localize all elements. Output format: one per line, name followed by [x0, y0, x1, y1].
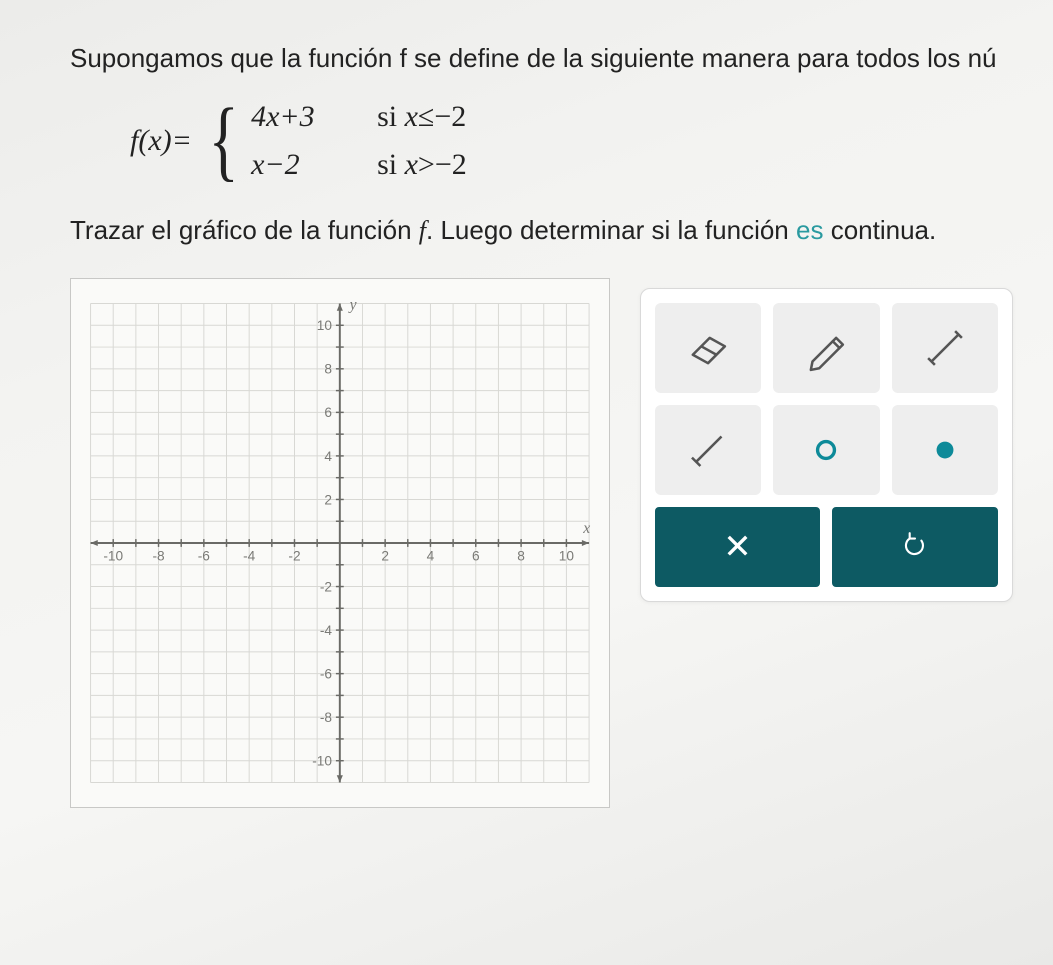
eraser-tool[interactable] — [655, 303, 761, 393]
case1-cond-pre: si — [377, 100, 405, 133]
svg-text:6: 6 — [324, 405, 332, 420]
svg-text:-8: -8 — [320, 710, 333, 725]
formula-case-1: 4x+3 si x≤−2 — [251, 100, 467, 134]
piecewise-formula: f(x)= { 4x+3 si x≤−2 x−2 si x>−2 — [130, 100, 1013, 182]
coordinate-plane[interactable]: -10 -8 -6 -4 -2 2 4 6 8 10 10 8 6 4 2 -2 -4 -6 -8 -10 x y — [70, 278, 610, 808]
case1-cond-var: x — [405, 100, 418, 133]
drawing-toolbox: ✕ — [640, 288, 1013, 602]
svg-text:-8: -8 — [152, 548, 165, 563]
eraser-icon — [681, 321, 735, 375]
svg-text:2: 2 — [381, 548, 389, 563]
instruction-part3: continua. — [823, 215, 936, 245]
svg-text:-4: -4 — [320, 623, 333, 638]
formula-lhs: f(x)= — [130, 124, 192, 158]
svg-text:-2: -2 — [288, 548, 300, 563]
prompt-text: Supongamos que la función f se define de… — [70, 40, 1013, 76]
case2-cond-var: x — [405, 148, 418, 181]
svg-text:8: 8 — [517, 548, 525, 563]
svg-text:-2: -2 — [320, 579, 332, 594]
svg-text:-6: -6 — [320, 666, 332, 681]
svg-text:10: 10 — [559, 548, 575, 563]
pencil-icon — [799, 321, 853, 375]
instruction-part2: . Luego determinar si la función — [426, 215, 796, 245]
clear-button[interactable]: ✕ — [655, 507, 821, 587]
formula-brace: { — [208, 103, 238, 180]
svg-text:x: x — [582, 520, 590, 537]
segment-closed-icon — [918, 321, 972, 375]
case1-cond: si x≤−2 — [377, 100, 466, 134]
svg-text:10: 10 — [317, 318, 333, 333]
closed-circle-icon — [918, 423, 972, 477]
pencil-tool[interactable] — [773, 303, 879, 393]
svg-text:8: 8 — [324, 361, 332, 376]
x-icon: ✕ — [723, 527, 752, 567]
graph-svg: -10 -8 -6 -4 -2 2 4 6 8 10 10 8 6 4 2 -2 -4 -6 -8 -10 x y — [71, 279, 609, 807]
undo-button[interactable] — [832, 507, 998, 587]
instruction-fn: f — [419, 216, 426, 245]
case1-cond-rel: ≤−2 — [418, 100, 466, 133]
instruction-hilite: es — [796, 215, 823, 245]
case1-expr: 4x+3 — [251, 100, 371, 134]
instruction-part1: Trazar el gráfico de la función — [70, 215, 419, 245]
case2-cond-rel: >−2 — [418, 148, 467, 181]
segment-closed-tool[interactable] — [892, 303, 998, 393]
open-circle-icon — [799, 423, 853, 477]
formula-case-2: x−2 si x>−2 — [251, 148, 467, 182]
svg-text:4: 4 — [324, 449, 332, 464]
ray-icon — [681, 423, 735, 477]
ray-tool[interactable] — [655, 405, 761, 495]
svg-text:-6: -6 — [198, 548, 210, 563]
undo-icon — [898, 530, 932, 564]
svg-text:y: y — [348, 296, 357, 313]
open-point-tool[interactable] — [773, 405, 879, 495]
closed-point-tool[interactable] — [892, 405, 998, 495]
svg-text:-4: -4 — [243, 548, 256, 563]
case2-cond: si x>−2 — [377, 148, 467, 182]
svg-text:4: 4 — [427, 548, 435, 563]
case2-cond-pre: si — [377, 148, 405, 181]
svg-text:6: 6 — [472, 548, 480, 563]
svg-text:-10: -10 — [312, 753, 332, 768]
instruction-text: Trazar el gráfico de la función f. Luego… — [70, 212, 1013, 249]
case2-expr: x−2 — [251, 148, 371, 182]
svg-text:2: 2 — [324, 492, 332, 507]
svg-text:-10: -10 — [103, 548, 123, 563]
